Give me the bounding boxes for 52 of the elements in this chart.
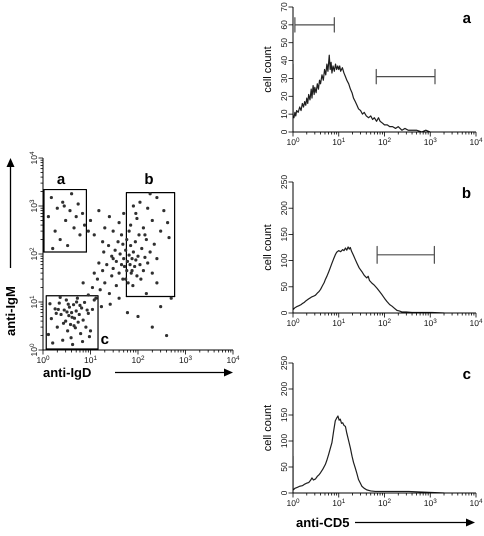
y-tick-label: 10 <box>279 109 289 119</box>
annotation: c <box>100 331 109 348</box>
x-tick-label: 10$^{0}$ <box>286 136 300 147</box>
x-tick-label: 10$^{3}$ <box>424 136 438 147</box>
x-tick-label: 10$^{0}$ <box>286 318 300 328</box>
y-tick-label: 0 <box>279 310 289 316</box>
y-tick-label: 50 <box>279 282 289 292</box>
annotation: c <box>462 366 471 383</box>
y-tick-label: 50 <box>279 38 289 48</box>
y-tick-label: 150 <box>279 227 289 242</box>
x-tick-label: 10$^{3}$ <box>424 318 438 328</box>
x-tick-label: 10$^{1}$ <box>332 318 346 328</box>
x-tick-label: 10$^{2}$ <box>378 318 392 328</box>
annotation: b <box>144 171 154 188</box>
y-tick-label: 100 <box>279 434 289 448</box>
x-tick-label: 10$^{4}$ <box>469 136 483 147</box>
x-tick-label: 10$^{1}$ <box>332 136 346 147</box>
y-axis-title: anti-IgM <box>2 286 18 336</box>
x-tick-label: 10$^{4}$ <box>469 318 483 328</box>
x-axis-title: anti-CD5 <box>296 514 350 530</box>
x-tick-label: 10$^{1}$ <box>84 354 98 365</box>
y-tick-label: 40 <box>279 56 289 66</box>
y-tick-label: 0 <box>279 129 289 134</box>
x-tick-label: 10$^{2}$ <box>378 498 392 508</box>
y-tick-label: 200 <box>279 200 289 216</box>
annotation: a <box>462 10 471 27</box>
y-tick-label: 70 <box>279 2 289 12</box>
x-tick-label: 10$^{4}$ <box>469 498 483 508</box>
x-tick-label: 10$^{3}$ <box>424 498 438 508</box>
y-tick-label: 250 <box>279 174 289 190</box>
x-tick-label: 10$^{1}$ <box>332 498 346 508</box>
x-tick-label: 10$^{2}$ <box>378 136 392 147</box>
y-tick-label: 150 <box>279 408 289 422</box>
y-axis-title: cell count <box>262 224 274 271</box>
x-tick-label: 10$^{0}$ <box>286 498 300 508</box>
y-tick-label: 30 <box>279 73 289 84</box>
x-tick-label: 10$^{4}$ <box>226 354 240 365</box>
x-tick-label: 10$^{2}$ <box>131 354 145 365</box>
y-tick-label: 100 <box>279 253 289 268</box>
y-tick-label: 50 <box>279 462 289 472</box>
annotation: b <box>462 185 471 202</box>
x-tick-label: 10$^{3}$ <box>178 354 192 365</box>
y-tick-label: 0 <box>279 490 289 496</box>
y-axis-title: cell count <box>262 404 274 452</box>
y-tick-label: 200 <box>279 382 289 396</box>
y-tick-label: 60 <box>279 20 289 30</box>
annotation: a <box>56 171 66 188</box>
x-axis-title: anti-IgD <box>43 364 92 380</box>
y-tick-label: 20 <box>279 91 289 102</box>
x-tick-label: 10$^{0}$ <box>36 354 50 365</box>
y-tick-label: 250 <box>279 356 289 370</box>
y-axis-title: cell count <box>262 46 274 93</box>
